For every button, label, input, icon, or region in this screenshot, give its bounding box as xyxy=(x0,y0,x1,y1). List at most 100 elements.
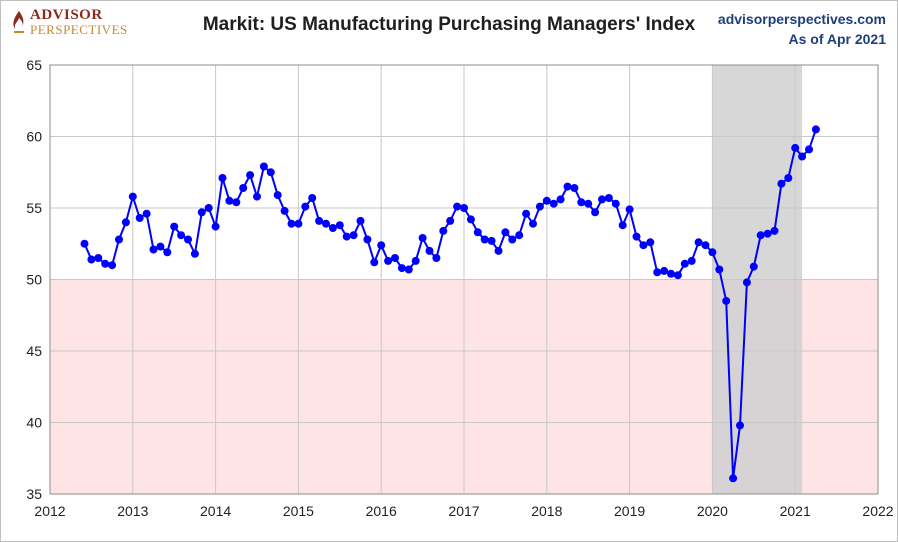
data-point-2020-08 xyxy=(756,231,765,240)
logo-text-top: ADVISOR xyxy=(30,7,103,23)
source-url: advisorperspectives.com xyxy=(717,11,886,27)
data-point-2020-10 xyxy=(770,226,779,235)
data-point-2015-03 xyxy=(308,194,317,202)
data-point-2021-01 xyxy=(791,143,800,152)
data-point-2012-11 xyxy=(115,235,123,244)
data-point-2014-05 xyxy=(239,184,248,192)
data-point-2017-01 xyxy=(460,204,468,212)
data-point-2017-12 xyxy=(535,202,544,211)
data-point-2015-07 xyxy=(335,221,344,230)
as-of-date: As of Apr 2021 xyxy=(788,31,886,47)
logo-flame-icon xyxy=(13,11,24,33)
data-point-2019-10 xyxy=(687,256,696,265)
data-point-2014-02 xyxy=(218,174,227,182)
data-point-2012-08 xyxy=(94,254,103,262)
data-point-2012-06 xyxy=(80,239,89,248)
data-point-2014-08 xyxy=(259,162,268,171)
data-point-2015-02 xyxy=(301,202,310,211)
data-point-2015-08 xyxy=(342,232,351,241)
data-point-2016-09 xyxy=(432,254,441,262)
x-tick-label-2014: 2014 xyxy=(200,503,231,519)
data-point-2016-05 xyxy=(404,265,413,274)
data-point-2017-07 xyxy=(501,228,510,237)
data-point-2016-06 xyxy=(411,256,420,265)
y-tick-label-50: 50 xyxy=(26,272,42,288)
data-point-2014-06 xyxy=(246,171,255,180)
data-point-2020-01 xyxy=(708,248,717,257)
y-tick-label-55: 55 xyxy=(26,200,42,216)
logo-text-bottom: PERSPECTIVES xyxy=(30,22,128,37)
data-point-2019-08 xyxy=(673,271,682,280)
data-point-2017-05 xyxy=(487,236,496,245)
data-point-2018-05 xyxy=(570,184,579,192)
chart-title: Markit: US Manufacturing Purchasing Mana… xyxy=(202,14,696,35)
source-info: advisorperspectives.com As of Apr 2021 xyxy=(718,9,886,49)
data-point-2019-12 xyxy=(701,241,710,250)
data-point-2014-03 xyxy=(225,196,234,205)
data-point-2017-11 xyxy=(529,219,537,228)
data-point-2018-07 xyxy=(584,199,593,208)
data-point-2014-07 xyxy=(253,192,261,201)
data-point-2018-06 xyxy=(577,198,586,207)
data-point-2017-06 xyxy=(494,246,503,255)
data-point-2016-03 xyxy=(391,254,399,262)
x-tick-label-2017: 2017 xyxy=(448,503,479,519)
data-point-2013-04 xyxy=(149,245,158,254)
data-point-2013-10 xyxy=(190,249,199,258)
y-tick-label-60: 60 xyxy=(26,129,42,145)
data-point-2018-08 xyxy=(591,208,600,217)
data-point-2018-04 xyxy=(563,182,572,191)
x-tick-label-2018: 2018 xyxy=(531,503,562,519)
x-tick-label-2021: 2021 xyxy=(780,503,811,519)
data-point-2013-02 xyxy=(135,214,144,222)
data-point-2020-12 xyxy=(784,174,793,182)
data-point-2013-06 xyxy=(163,248,172,257)
data-point-2019-04 xyxy=(646,238,655,247)
data-point-2013-08 xyxy=(177,231,186,240)
data-point-2021-02 xyxy=(798,152,807,161)
data-point-2013-12 xyxy=(204,204,213,212)
data-point-2014-10 xyxy=(273,191,282,200)
data-point-2016-12 xyxy=(453,202,462,211)
data-point-2017-08 xyxy=(508,235,517,244)
data-point-2017-02 xyxy=(466,215,475,224)
x-tick-label-2016: 2016 xyxy=(366,503,397,519)
data-point-2019-07 xyxy=(667,269,675,278)
data-point-2015-11 xyxy=(363,235,372,244)
data-point-2014-12 xyxy=(287,219,296,228)
data-point-2017-10 xyxy=(522,209,531,218)
x-tick-label-2022: 2022 xyxy=(862,503,893,519)
data-point-2017-03 xyxy=(473,228,482,237)
data-point-2018-09 xyxy=(598,195,606,204)
data-point-2016-08 xyxy=(425,246,434,255)
data-point-2020-02 xyxy=(715,265,724,274)
y-tick-label-35: 35 xyxy=(26,486,42,502)
data-point-2013-05 xyxy=(156,242,165,251)
data-point-2018-02 xyxy=(549,199,558,208)
data-point-2018-01 xyxy=(542,196,551,205)
data-point-2018-10 xyxy=(604,194,613,202)
data-point-2021-04 xyxy=(811,125,820,134)
data-point-2014-11 xyxy=(280,206,289,215)
x-tick-label-2019: 2019 xyxy=(614,503,645,519)
data-point-2016-10 xyxy=(439,226,448,235)
data-point-2012-09 xyxy=(101,259,110,268)
data-point-2019-01 xyxy=(625,205,634,214)
data-point-2019-05 xyxy=(653,268,662,277)
data-point-2015-04 xyxy=(315,216,324,225)
data-point-2020-11 xyxy=(777,179,786,188)
data-point-2019-02 xyxy=(632,232,641,241)
data-point-2019-03 xyxy=(639,241,648,250)
data-point-2017-09 xyxy=(515,231,524,240)
data-point-2019-06 xyxy=(660,266,669,275)
data-point-2020-03 xyxy=(722,296,731,305)
data-point-2012-07 xyxy=(87,255,96,264)
data-point-2021-03 xyxy=(805,145,813,154)
y-tick-label-40: 40 xyxy=(26,415,42,431)
data-point-2016-04 xyxy=(397,264,406,273)
x-tick-label-2015: 2015 xyxy=(283,503,314,519)
data-point-2019-11 xyxy=(694,238,703,247)
advisor-perspectives-logo: ADVISOR PERSPECTIVES xyxy=(10,8,128,37)
data-point-2013-01 xyxy=(128,192,137,201)
data-point-2020-09 xyxy=(763,229,772,238)
